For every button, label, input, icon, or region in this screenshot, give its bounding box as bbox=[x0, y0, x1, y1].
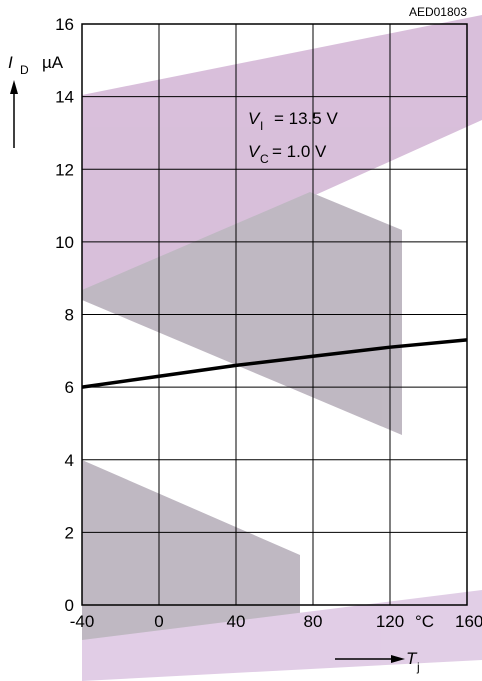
y-tick-label: 2 bbox=[65, 523, 74, 542]
plot-frame bbox=[81, 23, 468, 606]
y-label-unit: µA bbox=[42, 53, 64, 72]
x-arrow-head bbox=[391, 655, 405, 663]
x-label-symbol: T bbox=[406, 649, 418, 668]
annotation-subscript: C bbox=[260, 152, 269, 166]
y-tick-label: 0 bbox=[65, 596, 74, 615]
y-label-symbol: I bbox=[8, 53, 13, 72]
x-unit: °C bbox=[415, 612, 434, 631]
watermark bbox=[82, 15, 482, 681]
x-tick-label: 0 bbox=[154, 612, 163, 631]
x-tick-label: 40 bbox=[227, 612, 246, 631]
x-tick-label: 80 bbox=[304, 612, 323, 631]
y-label-subscript: D bbox=[20, 63, 29, 77]
y-tick-label: 12 bbox=[55, 160, 74, 179]
annotation-symbol: V bbox=[248, 142, 261, 161]
x-tick-label: 160 bbox=[455, 612, 482, 631]
y-label: I D µA bbox=[8, 53, 64, 77]
annotation: V I = 13.5 V V C = 1.0 V bbox=[248, 109, 338, 166]
annotation-text: = 1.0 V bbox=[272, 142, 327, 161]
y-tick-label: 10 bbox=[55, 233, 74, 252]
annotation-text: = 13.5 V bbox=[274, 109, 338, 128]
y-tick-label: 8 bbox=[65, 306, 74, 325]
annotation-symbol: V bbox=[248, 109, 261, 128]
y-tick-label: 6 bbox=[65, 378, 74, 397]
annotation-subscript: I bbox=[260, 119, 263, 133]
line bbox=[81, 338, 468, 389]
y-tick-label: 16 bbox=[55, 15, 74, 34]
y-tick-label: 4 bbox=[65, 451, 74, 470]
x-label-subscript: j bbox=[416, 660, 420, 674]
x-tick-label: -40 bbox=[70, 612, 95, 631]
x-tick-label: 120 bbox=[376, 612, 404, 631]
code-label: AED01803 bbox=[409, 5, 467, 19]
y-arrow-head bbox=[10, 80, 18, 94]
y-tick-label: 14 bbox=[55, 88, 74, 107]
